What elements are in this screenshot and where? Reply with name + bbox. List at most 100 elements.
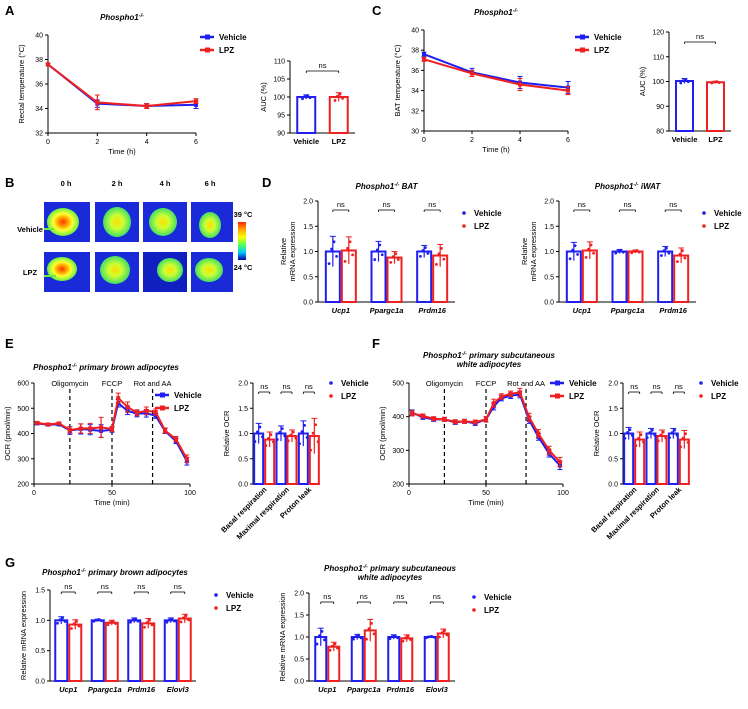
data-dot — [717, 81, 721, 84]
data-dot — [631, 434, 634, 437]
data-point — [422, 57, 426, 62]
x-tick-label: 2 — [95, 139, 99, 146]
data-dot — [352, 637, 355, 641]
y-tick-label: 38 — [411, 48, 419, 55]
legend-marker — [580, 47, 585, 53]
y-tick-label: 90 — [277, 131, 285, 138]
bar — [611, 250, 628, 303]
data-dot — [632, 249, 636, 253]
data-dot — [298, 442, 301, 445]
legend-label: Vehicle — [474, 209, 502, 218]
data-dot — [92, 619, 96, 623]
thermal-row-label: Vehicle — [17, 225, 43, 234]
y-tick-label: 0.0 — [294, 679, 304, 686]
data-dot — [184, 614, 188, 618]
chart-title-sup: -/- — [139, 13, 144, 19]
chart-d2: 0.0 0.5 1.0 1.5 2.0 Relative mRNA expression Uc… — [520, 182, 742, 315]
y-tick-label: 0.0 — [544, 300, 554, 307]
bar — [627, 250, 644, 303]
y-axis-label: Relative OCR — [222, 410, 231, 456]
data-dot — [421, 249, 425, 252]
data-dot — [667, 251, 671, 255]
x-tick-label: 100 — [557, 490, 569, 497]
thermal-col-label: 0 h — [61, 179, 72, 188]
data-dot — [626, 431, 629, 434]
legend-marker — [555, 380, 560, 386]
data-dot — [396, 636, 399, 640]
data-dot — [283, 434, 287, 438]
data-point — [410, 411, 415, 416]
y-tick-label: 2.0 — [238, 381, 248, 388]
x-category-label: Ppargc1a — [611, 306, 645, 315]
sig-label: ns — [319, 61, 327, 70]
data-dot — [681, 436, 685, 440]
series-line-lpz — [47, 63, 197, 108]
x-category-label: Prdm16 — [659, 306, 687, 315]
data-dot — [331, 644, 334, 648]
legend-dot — [472, 608, 476, 612]
data-dot — [286, 439, 290, 443]
data-dot — [686, 80, 690, 84]
chart-title-sup: -/- — [462, 351, 467, 357]
data-point — [144, 104, 149, 109]
legend-marker — [205, 47, 210, 53]
bar — [656, 435, 668, 485]
legend-label: LPZ — [341, 392, 356, 401]
data-dot — [639, 433, 643, 437]
chart-title: Phospho1-/- — [100, 13, 144, 22]
data-dot — [301, 97, 304, 101]
y-tick-label: 90 — [656, 104, 664, 111]
sig-label: ns — [360, 592, 368, 601]
data-dot — [681, 249, 684, 253]
data-dot — [370, 621, 373, 625]
chart-title-sup: -/- — [72, 363, 77, 369]
series-line-lpz — [423, 58, 569, 92]
data-point — [110, 426, 114, 431]
bar — [163, 619, 178, 682]
data-point — [46, 422, 51, 427]
y-tick-label: 500 — [17, 406, 29, 413]
sig-label: ns — [383, 200, 391, 209]
x-tick-label: 50 — [482, 490, 490, 497]
legend-dot — [702, 224, 706, 228]
data-point — [35, 420, 40, 425]
data-dot — [394, 252, 398, 256]
chart-title-base: Phospho1 — [423, 351, 462, 360]
data-dot — [343, 259, 347, 263]
data-point — [173, 437, 178, 442]
y-tick-label: 400 — [17, 431, 29, 438]
data-dot — [637, 436, 640, 440]
y-tick-label: 110 — [274, 59, 285, 66]
y-tick-label: 32 — [411, 108, 419, 115]
x-axis-label: Time (h) — [482, 145, 510, 154]
legend-marker — [555, 393, 560, 399]
y-tick-label: 1.0 — [294, 635, 304, 642]
sig-label: ns — [675, 382, 683, 391]
data-point — [125, 404, 130, 409]
chart-e1: 200 300 400 500 600 OCR (pmol/min) 0 50 100 Time … — [3, 363, 202, 507]
data-dot — [630, 251, 634, 255]
y-tick-label: 95 — [277, 113, 285, 120]
data-point — [566, 88, 570, 93]
bar — [706, 81, 725, 132]
data-dot — [568, 257, 572, 261]
data-dot — [136, 619, 140, 623]
bar — [416, 250, 433, 303]
data-dot — [58, 618, 62, 622]
y-axis-label-line2: mRNA expression — [529, 221, 538, 281]
data-dot — [715, 80, 719, 84]
data-dot — [648, 431, 652, 435]
series-line-vehicle — [423, 53, 569, 89]
y-tick-label: 1.0 — [544, 249, 554, 256]
data-dot — [309, 448, 312, 452]
x-category-label: Ucp1 — [318, 685, 336, 694]
legend-dot — [462, 211, 466, 215]
legend-label: Vehicle — [219, 33, 247, 42]
panel-letter-a: A — [5, 3, 15, 18]
x-axis-label: Time (h) — [108, 147, 136, 156]
data-dot — [437, 252, 441, 256]
data-dot — [665, 246, 668, 250]
data-dot — [442, 257, 446, 261]
data-point — [88, 426, 93, 431]
data-dot — [314, 423, 317, 427]
